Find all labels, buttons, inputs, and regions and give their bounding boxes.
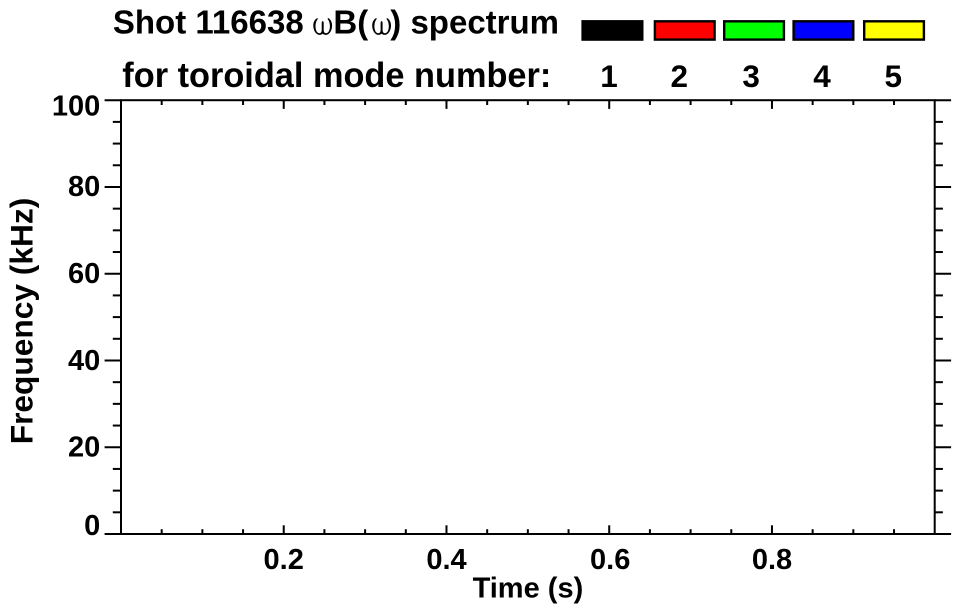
svg-text:80: 80 (68, 171, 100, 203)
svg-text:0.6: 0.6 (590, 544, 630, 576)
svg-text:0.2: 0.2 (264, 544, 304, 576)
svg-text:0: 0 (84, 510, 100, 542)
svg-text:Frequency (kHz): Frequency (kHz) (4, 198, 40, 445)
svg-text:Shot 116638: Shot 116638 (113, 3, 304, 40)
svg-text:60: 60 (68, 258, 100, 290)
svg-text:4: 4 (813, 58, 831, 94)
svg-text:2: 2 (671, 58, 689, 94)
svg-text:3: 3 (742, 58, 760, 94)
svg-text:1: 1 (600, 58, 618, 94)
svg-text:20: 20 (68, 432, 100, 464)
svg-text:40: 40 (68, 345, 100, 377)
svg-text:5: 5 (885, 58, 903, 94)
svg-text:for toroidal mode number:: for toroidal mode number: (122, 56, 551, 95)
svg-text:B(: B( (333, 3, 368, 40)
svg-text:100: 100 (52, 91, 100, 123)
svg-text:0.4: 0.4 (426, 544, 466, 576)
svg-text:Time (s): Time (s) (473, 573, 584, 605)
svg-text:) spectrum: ) spectrum (390, 3, 559, 40)
svg-text:0.8: 0.8 (752, 544, 792, 576)
